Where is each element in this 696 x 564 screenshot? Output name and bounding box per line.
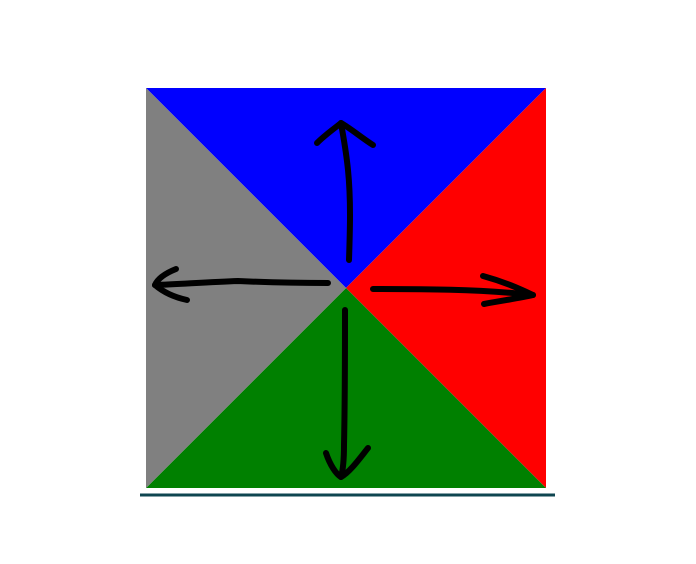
quadrant-left bbox=[146, 88, 346, 488]
quadrant-top bbox=[146, 88, 546, 288]
arrow-left-icon bbox=[152, 266, 331, 303]
arrow-up-icon bbox=[314, 120, 376, 263]
arrow-right-icon bbox=[370, 273, 536, 307]
arrow-down-icon bbox=[323, 307, 371, 480]
